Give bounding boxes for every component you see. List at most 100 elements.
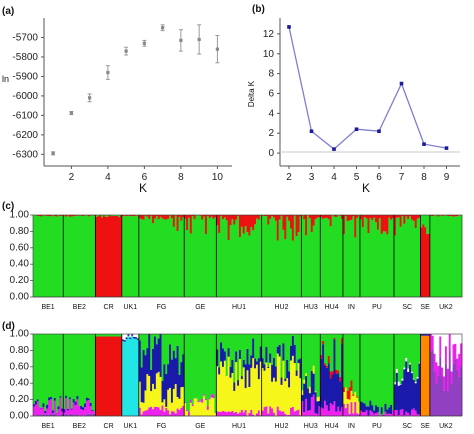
panel-c-membership-segment [204, 234, 208, 297]
panel-d-membership-segment [376, 334, 380, 407]
panel-d-membership-segment [369, 410, 372, 416]
panel-d-membership-segment [373, 334, 376, 411]
panel-d-membership-segment [450, 371, 453, 384]
panel-c-membership-segment [392, 218, 395, 297]
panel-d-membership-segment [239, 412, 242, 416]
panel-c-membership-segment [267, 224, 270, 297]
panel-c-membership-segment [441, 215, 444, 216]
panel-d-membership-segment [93, 334, 96, 412]
panel-d-membership-segment [448, 334, 452, 352]
panel-d-membership-segment [295, 370, 298, 376]
panel-c-membership-segment [271, 215, 274, 217]
panel-d-membership-segment [418, 362, 421, 364]
panel-d-membership-segment [435, 362, 438, 384]
panel-d-membership-segment [91, 413, 94, 416]
panel-d-membership-segment [350, 380, 353, 391]
panel-d-membership-segment [221, 348, 225, 367]
panel-d-membership-segment [38, 406, 41, 416]
panel-d-membership-segment [51, 413, 55, 414]
panel-c-membership-segment [290, 228, 293, 297]
panel-d-membership-segment [282, 343, 285, 361]
panel-d-membership-segment [210, 397, 213, 416]
panel-c-membership-segment [337, 215, 340, 297]
panel-d-membership-segment [254, 334, 257, 359]
panel-c-membership-segment [140, 219, 144, 297]
panel-c-membership-segment [112, 215, 115, 216]
panel-d-membership-segment [51, 334, 55, 411]
panel-d-membership-segment [458, 376, 461, 416]
panel-d-membership-segment [346, 403, 350, 416]
panel-d-membership-segment [261, 334, 264, 359]
panel-d-membership-segment [99, 334, 102, 337]
panel-d-membership-segment [414, 410, 418, 416]
panel-c-membership-segment [187, 215, 191, 218]
panel-d-membership-segment [242, 412, 246, 416]
panel-c-membership-segment [93, 215, 96, 216]
panel-d-membership-segment [437, 365, 440, 376]
panel-d-membership-segment [284, 378, 287, 382]
panel-c-membership-segment [405, 216, 408, 297]
panel-c-membership-segment [142, 215, 145, 220]
panel-d-population-label: PU [372, 423, 382, 430]
panel-d-membership-segment [448, 351, 452, 416]
panel-c-population-label: UK1 [123, 304, 137, 311]
panel-d-membership-segment [295, 334, 298, 371]
panel-d-membership-segment [342, 334, 346, 388]
panel-d-membership-segment [352, 413, 355, 416]
panel-c-membership-segment [191, 215, 195, 217]
panel-c-membership-segment [44, 215, 47, 216]
panel-d-membership-segment [257, 358, 261, 380]
panel-d-membership-segment [131, 335, 134, 416]
panel-c-membership-segment [367, 215, 370, 234]
panel-d-membership-segment [155, 344, 159, 374]
panel-d-membership-segment [384, 411, 387, 416]
panel-c-membership-segment [110, 215, 113, 217]
panel-c-membership-segment [422, 224, 425, 297]
panel-d-membership-segment [216, 366, 219, 412]
panel-d-membership-segment [316, 397, 319, 402]
panel-c-membership-segment [74, 215, 77, 297]
panel-d-membership-segment [278, 344, 281, 357]
panel-b-ytick-label: 6 [268, 88, 274, 99]
panel-d-membership-segment [337, 406, 340, 416]
panel-c-membership-segment [157, 219, 161, 297]
panel-d-membership-segment [208, 398, 212, 400]
panel-c-membership-segment [176, 215, 179, 231]
panel-d-membership-segment [284, 334, 287, 379]
panel-c-membership-segment [273, 215, 276, 218]
panel-c-membership-segment [341, 218, 344, 297]
panel-b-ytick-label: 8 [268, 69, 274, 80]
panel-d-membership-segment [212, 397, 215, 416]
panel-c-membership-segment [322, 218, 325, 297]
panel-c-membership-segment [142, 219, 145, 297]
panel-c-membership-segment [386, 234, 389, 297]
panel-d-membership-segment [361, 402, 365, 412]
panel-d-membership-segment [82, 407, 85, 410]
panel-d-membership-segment [182, 354, 185, 387]
panel-a-xtick-label: 2 [69, 172, 75, 183]
panel-d-membership-segment [119, 334, 123, 337]
panel-b-point [332, 147, 336, 151]
panel-a-xtick-label: 4 [105, 172, 111, 183]
panel-c-membership-segment [427, 233, 431, 297]
panel-d-membership-segment [265, 406, 268, 416]
panel-d-membership-segment [135, 338, 138, 416]
panel-c-membership-segment [303, 215, 306, 220]
panel-c-membership-segment [189, 215, 193, 234]
panel-d-membership-segment [178, 334, 181, 375]
panel-d-membership-segment [354, 401, 357, 416]
panel-c-membership-segment [50, 215, 53, 217]
panel-c-membership-segment [256, 215, 259, 219]
panel-c-membership-segment [286, 216, 289, 297]
panel-d-membership-segment [441, 377, 444, 416]
panel-d-membership-segment [176, 408, 179, 416]
panel-c-membership-segment [297, 232, 300, 297]
panel-d-membership-segment [252, 338, 255, 359]
panel-c-membership-segment [361, 227, 365, 297]
panel-d-membership-segment [114, 336, 117, 416]
panel-d-membership-segment [361, 412, 365, 416]
panel-d-population-label: SC [402, 423, 412, 430]
panel-d-membership-segment [333, 339, 336, 402]
panel-c-membership-segment [225, 220, 229, 297]
panel-c-membership-segment [257, 219, 261, 297]
